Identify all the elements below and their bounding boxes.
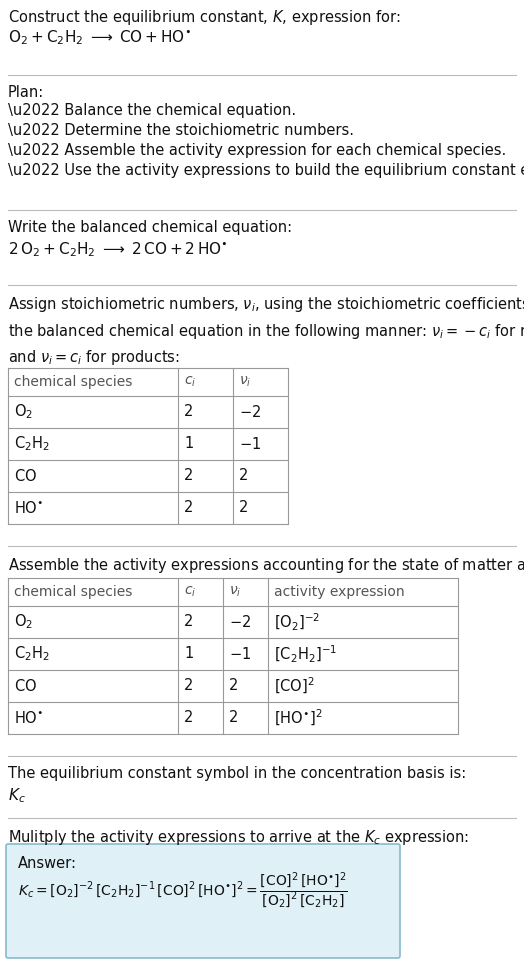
Text: $\mathrm{O_2}$: $\mathrm{O_2}$ <box>14 403 33 421</box>
Text: $\mathrm{O_2 + C_2H_2 \;\longrightarrow\; CO + HO^{\bullet}}$: $\mathrm{O_2 + C_2H_2 \;\longrightarrow\… <box>8 28 191 47</box>
Text: 2: 2 <box>239 469 248 483</box>
Text: $\mathrm{O_2}$: $\mathrm{O_2}$ <box>14 613 33 631</box>
FancyBboxPatch shape <box>6 844 400 958</box>
Text: $\mathrm{CO}$: $\mathrm{CO}$ <box>14 468 37 484</box>
Text: chemical species: chemical species <box>14 375 133 389</box>
Text: $\mathrm{HO^{\bullet}}$: $\mathrm{HO^{\bullet}}$ <box>14 710 43 726</box>
Text: 2: 2 <box>184 469 193 483</box>
Text: 2: 2 <box>184 405 193 420</box>
Text: \u2022 Use the activity expressions to build the equilibrium constant expression: \u2022 Use the activity expressions to b… <box>8 163 524 178</box>
Text: $[\mathrm{CO}]^2$: $[\mathrm{CO}]^2$ <box>274 676 315 696</box>
Text: $\mathrm{CO}$: $\mathrm{CO}$ <box>14 678 37 694</box>
Text: Assign stoichiometric numbers, $\nu_i$, using the stoichiometric coefficients, $: Assign stoichiometric numbers, $\nu_i$, … <box>8 295 524 367</box>
Text: $[\mathrm{HO^{\bullet}}]^2$: $[\mathrm{HO^{\bullet}}]^2$ <box>274 708 322 728</box>
Text: $-2$: $-2$ <box>229 614 251 630</box>
Text: $c_i$: $c_i$ <box>184 375 196 389</box>
Text: Plan:: Plan: <box>8 85 44 100</box>
Text: 2: 2 <box>184 678 193 694</box>
Text: chemical species: chemical species <box>14 585 133 599</box>
Text: $K_c$: $K_c$ <box>8 786 26 804</box>
Text: $\mathrm{HO^{\bullet}}$: $\mathrm{HO^{\bullet}}$ <box>14 500 43 516</box>
Text: Construct the equilibrium constant, $K$, expression for:: Construct the equilibrium constant, $K$,… <box>8 8 401 27</box>
Text: Mulitply the activity expressions to arrive at the $K_c$ expression:: Mulitply the activity expressions to arr… <box>8 828 469 847</box>
Text: $c_i$: $c_i$ <box>184 585 196 600</box>
Text: 2: 2 <box>184 710 193 726</box>
Text: 2: 2 <box>229 710 238 726</box>
Text: $\mathrm{2\,O_2 + C_2H_2 \;\longrightarrow\; 2\,CO + 2\,HO^{\bullet}}$: $\mathrm{2\,O_2 + C_2H_2 \;\longrightarr… <box>8 240 227 259</box>
Text: 2: 2 <box>184 614 193 629</box>
Text: 2: 2 <box>229 678 238 694</box>
Text: \u2022 Balance the chemical equation.: \u2022 Balance the chemical equation. <box>8 103 296 118</box>
Text: $\nu_i$: $\nu_i$ <box>229 585 242 600</box>
Text: The equilibrium constant symbol in the concentration basis is:: The equilibrium constant symbol in the c… <box>8 766 466 781</box>
Text: \u2022 Assemble the activity expression for each chemical species.: \u2022 Assemble the activity expression … <box>8 143 506 158</box>
Text: $\nu_i$: $\nu_i$ <box>239 375 252 389</box>
Text: $-2$: $-2$ <box>239 404 261 420</box>
Text: 1: 1 <box>184 436 193 452</box>
Text: $-1$: $-1$ <box>239 436 261 452</box>
Text: $\mathrm{C_2H_2}$: $\mathrm{C_2H_2}$ <box>14 645 50 663</box>
Text: Answer:: Answer: <box>18 856 77 871</box>
Text: $-1$: $-1$ <box>229 646 251 662</box>
Text: activity expression: activity expression <box>274 585 405 599</box>
Text: Assemble the activity expressions accounting for the state of matter and $\nu_i$: Assemble the activity expressions accoun… <box>8 556 524 575</box>
Text: $[\mathrm{O_2}]^{-2}$: $[\mathrm{O_2}]^{-2}$ <box>274 611 320 632</box>
Text: 1: 1 <box>184 647 193 661</box>
Text: Write the balanced chemical equation:: Write the balanced chemical equation: <box>8 220 292 235</box>
Text: $\mathrm{C_2H_2}$: $\mathrm{C_2H_2}$ <box>14 434 50 454</box>
Text: 2: 2 <box>184 501 193 515</box>
Text: 2: 2 <box>239 501 248 515</box>
Text: $[\mathrm{C_2H_2}]^{-1}$: $[\mathrm{C_2H_2}]^{-1}$ <box>274 644 337 665</box>
Text: $K_c = [\mathrm{O_2}]^{-2}\,[\mathrm{C_2H_2}]^{-1}\,[\mathrm{CO}]^2\,[\mathrm{HO: $K_c = [\mathrm{O_2}]^{-2}\,[\mathrm{C_2… <box>18 871 348 911</box>
Text: \u2022 Determine the stoichiometric numbers.: \u2022 Determine the stoichiometric numb… <box>8 123 354 138</box>
